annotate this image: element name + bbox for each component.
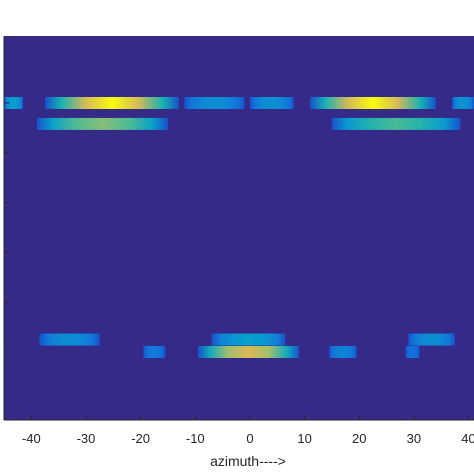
heatmap-segment	[329, 346, 357, 358]
heatmap-segment	[249, 97, 294, 109]
heatmap-segment	[452, 97, 474, 109]
heatmap-segment	[39, 333, 100, 346]
x-tick-label: -10	[186, 431, 205, 446]
heatmap-segment	[143, 346, 166, 358]
heatmap-segment	[405, 346, 420, 358]
heatmap-segment	[310, 97, 436, 109]
plot-background	[4, 36, 474, 420]
plot-area	[4, 36, 474, 420]
x-tick-label: 40	[461, 431, 474, 446]
heatmap-segment	[408, 333, 455, 346]
heatmap-segment	[36, 117, 168, 130]
heatmap-segment	[211, 333, 286, 346]
x-tick-label: -30	[77, 431, 96, 446]
x-tick-label: 20	[352, 431, 366, 446]
x-tick-label: 30	[407, 431, 421, 446]
x-tick-labels: -40 -30 -20 -10 0 10 20 30 40	[22, 431, 474, 446]
heatmap-bands	[4, 97, 474, 358]
x-tick-label: 0	[246, 431, 253, 446]
heatmap-segment	[44, 97, 179, 109]
axes	[3, 36, 474, 421]
heatmap-segment	[331, 117, 461, 130]
heatmap-segment	[184, 97, 245, 109]
heatmap-segment	[198, 346, 300, 358]
x-axis-label: azimuth---->	[210, 453, 286, 469]
x-tick-label: -20	[131, 431, 150, 446]
x-tick-label: -40	[22, 431, 41, 446]
heatmap-segment	[4, 97, 24, 109]
x-tick-label: 10	[297, 431, 311, 446]
